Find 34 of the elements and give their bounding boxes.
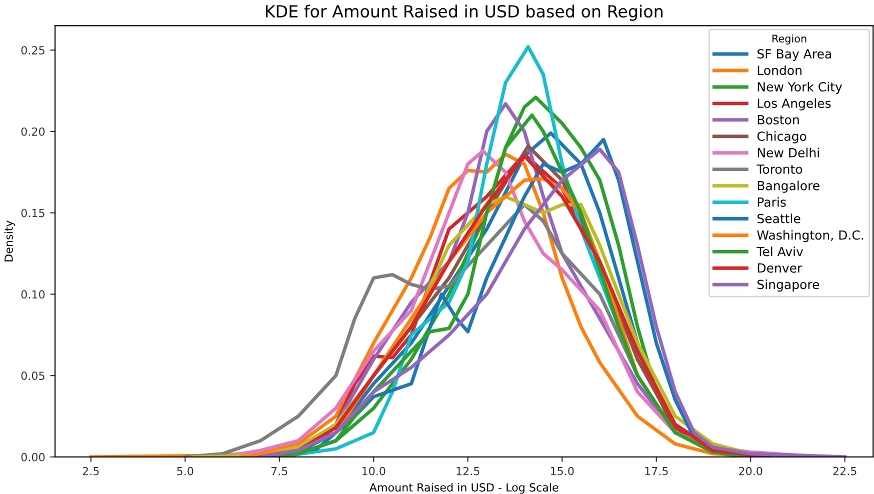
- legend-label: New Delhi: [758, 148, 819, 158]
- x-tick-label: 12.5: [456, 466, 480, 476]
- legend-label: New York City: [758, 82, 842, 94]
- x-tick-label: 20.0: [739, 466, 762, 476]
- x-tick-label: 22.5: [833, 466, 856, 476]
- legend-label: SF Bay Area: [758, 49, 832, 61]
- legend-title: Region: [772, 34, 806, 45]
- legend-label: Bangalore: [758, 180, 820, 193]
- legend-label: Denver: [758, 263, 802, 273]
- x-tick-label: 2.5: [82, 466, 99, 476]
- legend-label: Singapore: [758, 280, 820, 292]
- legend-label: London: [758, 65, 802, 76]
- x-tick-label: 10.0: [362, 466, 386, 476]
- y-tick-label: 0.00: [21, 452, 45, 462]
- chart-title: KDE for Amount Raised in USD based on Region: [266, 4, 662, 21]
- legend-label: Seattle: [758, 214, 800, 224]
- x-tick-label: 15.0: [550, 466, 574, 476]
- legend-label: Toronto: [756, 164, 802, 174]
- y-tick-label: 0.20: [21, 127, 45, 136]
- legend-label: Tel Aviv: [756, 246, 804, 256]
- y-tick-label: 0.15: [21, 208, 44, 218]
- x-axis-title: Amount Raised in USD - Log Scale: [369, 482, 558, 494]
- y-axis-title: Density: [4, 220, 16, 262]
- y-tick-label: 0.05: [21, 372, 44, 380]
- legend-label: Washington, D.C.: [757, 230, 864, 242]
- legend-label: Boston: [758, 115, 799, 124]
- x-tick-label: 5.0: [177, 466, 194, 476]
- legend-label: Paris: [758, 197, 786, 207]
- x-tick-label: 17.5: [645, 467, 668, 476]
- x-tick-label: 7.5: [271, 467, 288, 476]
- y-tick-label: 0.10: [21, 290, 45, 299]
- legend-label: Chicago: [757, 131, 806, 144]
- y-tick-label: 0.25: [21, 46, 44, 54]
- legend-label: Los Angeles: [758, 98, 831, 110]
